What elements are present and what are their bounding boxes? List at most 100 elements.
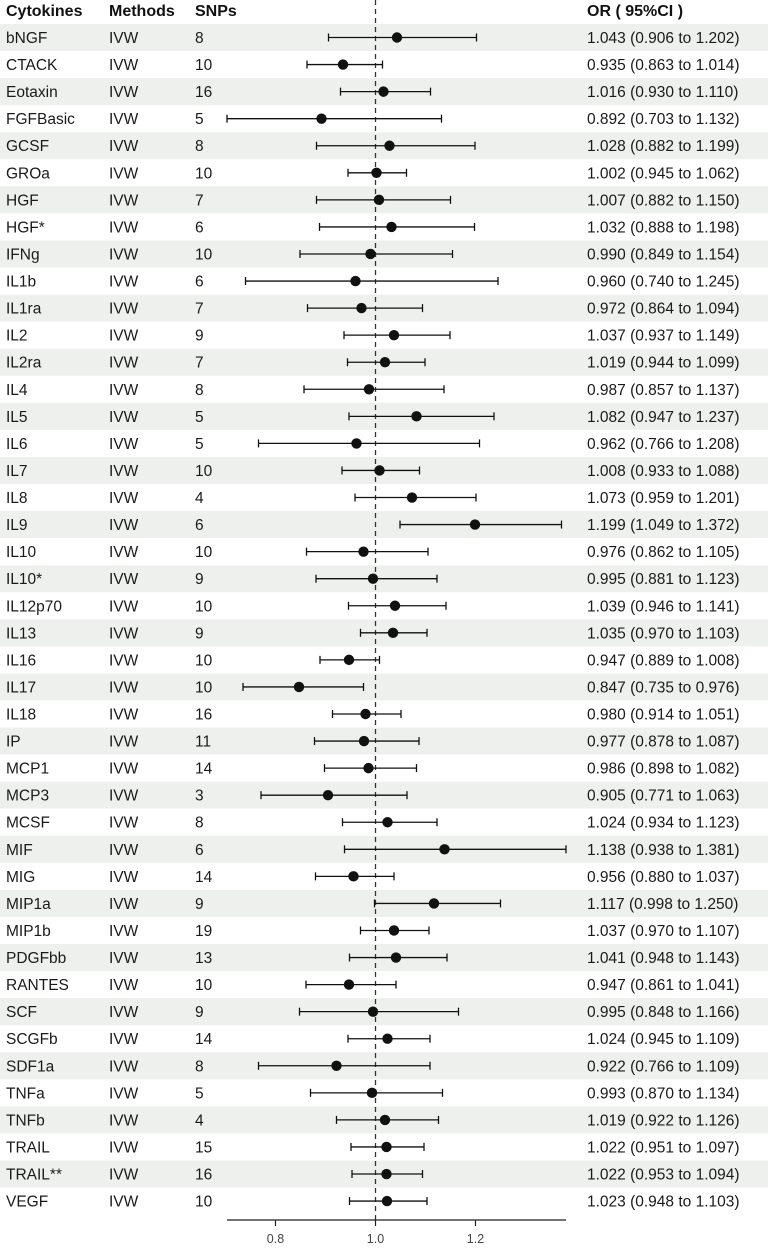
cytokine-name: IL1ra: [6, 301, 42, 318]
method-label: IVW: [109, 219, 139, 236]
cytokine-name: IFNg: [6, 246, 40, 263]
snp-count: 9: [195, 896, 204, 913]
or-point: [379, 357, 391, 368]
or-ci-label: 1.035 (0.970 to 1.103): [587, 625, 740, 642]
cytokine-name: IL13: [6, 625, 36, 642]
cytokine-name: IL17: [6, 679, 36, 696]
snp-count: 8: [195, 815, 204, 832]
header-cytokines: Cytokines: [6, 3, 83, 20]
cytokine-name: IL18: [6, 707, 36, 724]
or-point: [358, 735, 370, 747]
method-label: IVW: [109, 950, 139, 967]
or-point: [316, 113, 327, 124]
table-row: SCGFb IVW 14 1.024 (0.945 to 1.109): [6, 1031, 740, 1048]
table-row: IL13 IVW 9 1.035 (0.970 to 1.103): [6, 625, 740, 642]
or-point: [337, 59, 349, 70]
method-label: IVW: [109, 679, 139, 696]
or-ci-label: 0.976 (0.862 to 1.105): [587, 544, 740, 561]
method-label: IVW: [109, 652, 139, 669]
table-row: IP IVW 11 0.977 (0.878 to 1.087): [6, 734, 740, 751]
or-point: [379, 1114, 391, 1126]
or-point: [391, 32, 403, 43]
method-label: IVW: [109, 734, 139, 751]
or-point: [389, 600, 401, 611]
or-ci-label: 0.980 (0.914 to 1.051): [587, 707, 740, 724]
or-point: [387, 627, 399, 639]
cytokine-name: RANTES: [6, 977, 69, 994]
snp-count: 6: [195, 842, 204, 859]
table-row: IL1b IVW 6 0.960 (0.740 to 1.245): [6, 274, 740, 291]
or-ci-label: 1.082 (0.947 to 1.237): [587, 409, 740, 426]
cytokine-name: IP: [6, 734, 21, 751]
table-row: GCSF IVW 8 1.028 (0.882 to 1.199): [6, 138, 740, 155]
or-ci-label: 1.041 (0.948 to 1.143): [587, 950, 740, 967]
cytokine-name: IL6: [6, 436, 28, 453]
cytokine-name: IL5: [6, 409, 28, 426]
table-row: MIG IVW 14 0.956 (0.880 to 1.037): [6, 869, 740, 886]
snp-count: 8: [195, 30, 204, 47]
method-label: IVW: [109, 409, 139, 426]
method-label: IVW: [109, 788, 139, 805]
or-point: [322, 789, 334, 801]
cytokine-name: Eotaxin: [6, 84, 58, 101]
or-ci-label: 1.037 (0.937 to 1.149): [587, 328, 740, 345]
or-ci-label: 1.032 (0.888 to 1.198): [587, 219, 740, 236]
or-point: [386, 221, 397, 233]
cytokine-name: MIF: [6, 842, 33, 859]
cytokine-name: FGFBasic: [6, 111, 75, 128]
method-label: IVW: [109, 1085, 139, 1102]
or-ci-label: 0.947 (0.861 to 1.041): [587, 977, 740, 994]
or-point: [343, 979, 355, 990]
cytokine-name: IL12p70: [6, 598, 62, 615]
or-ci-label: 0.987 (0.857 to 1.137): [587, 382, 740, 399]
method-label: IVW: [109, 30, 139, 47]
or-ci-label: 1.019 (0.944 to 1.099): [587, 355, 740, 372]
snp-count: 4: [195, 490, 204, 507]
snp-count: 14: [195, 1031, 213, 1048]
method-label: IVW: [109, 842, 139, 859]
method-label: IVW: [109, 84, 139, 101]
cytokine-name: TRAIL: [6, 1139, 50, 1156]
or-ci-label: 1.024 (0.945 to 1.109): [587, 1031, 740, 1048]
or-point: [374, 465, 385, 476]
or-ci-label: 0.977 (0.878 to 1.087): [587, 734, 740, 751]
snp-count: 8: [195, 1058, 204, 1075]
or-ci-label: 0.905 (0.771 to 1.063): [587, 788, 740, 805]
table-row: IFNg IVW 10 0.990 (0.849 to 1.154): [6, 246, 740, 263]
method-label: IVW: [109, 761, 139, 778]
method-label: IVW: [109, 328, 139, 345]
method-label: IVW: [109, 1194, 139, 1211]
or-ci-label: 1.039 (0.946 to 1.141): [587, 598, 740, 615]
cytokine-name: MIP1a: [6, 896, 51, 913]
cytokine-name: bNGF: [6, 30, 47, 47]
table-row: TRAIL** IVW 16 1.022 (0.953 to 1.094): [6, 1167, 740, 1184]
or-ci-label: 1.016 (0.930 to 1.110): [587, 84, 738, 101]
x-axis: 0.8 1.0 1.2: [227, 1219, 566, 1246]
method-label: IVW: [109, 1004, 139, 1021]
or-ci-label: 0.986 (0.898 to 1.082): [587, 761, 740, 778]
cytokine-name: MIG: [6, 869, 35, 886]
method-label: IVW: [109, 517, 139, 534]
snp-count: 16: [195, 707, 212, 724]
or-point: [358, 546, 369, 557]
table-row: GROa IVW 10 1.002 (0.945 to 1.062): [6, 165, 740, 182]
or-ci-label: 0.960 (0.740 to 1.245): [587, 274, 740, 291]
or-ci-label: 1.002 (0.945 to 1.062): [587, 165, 740, 182]
or-point: [388, 329, 400, 341]
cytokine-name: SCGFb: [6, 1031, 58, 1048]
or-point: [360, 708, 371, 720]
cytokine-name: GCSF: [6, 138, 49, 155]
or-point: [348, 871, 359, 882]
table-row: MIP1a IVW 9 1.117 (0.998 to 1.250): [6, 896, 738, 913]
snp-count: 10: [195, 246, 213, 263]
method-label: IVW: [109, 544, 139, 561]
or-ci-label: 1.028 (0.882 to 1.199): [587, 138, 740, 155]
or-point: [365, 248, 376, 260]
or-point: [331, 1060, 342, 1071]
cytokine-name: TNFb: [6, 1112, 45, 1129]
or-point: [382, 1033, 393, 1044]
cytokine-name: IL10*: [6, 571, 42, 588]
cytokine-name: SCF: [6, 1004, 37, 1021]
snp-count: 8: [195, 382, 204, 399]
or-ci-label: 0.922 (0.766 to 1.109): [587, 1058, 740, 1075]
